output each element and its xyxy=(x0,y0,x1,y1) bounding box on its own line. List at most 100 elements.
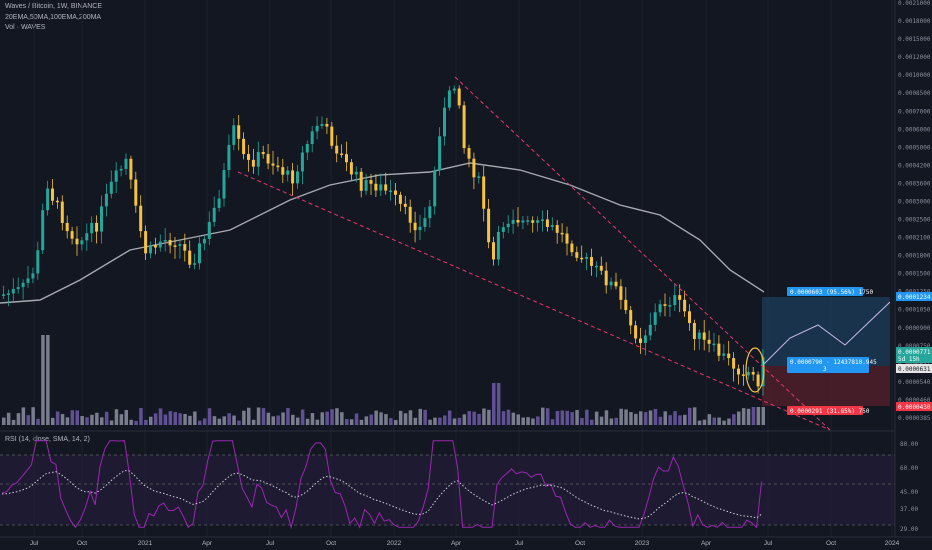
volume-bar xyxy=(506,409,511,425)
target-label: 0.0000603 (95.56%) 1750 xyxy=(790,289,873,296)
candle-body xyxy=(31,273,35,279)
candle-body xyxy=(261,152,265,155)
volume-bar xyxy=(560,410,565,425)
volume-bar xyxy=(462,414,467,425)
volume-bar xyxy=(565,410,569,425)
candle-body xyxy=(496,231,500,260)
volume-bar xyxy=(46,335,50,425)
candle-body xyxy=(737,368,740,375)
candle-body xyxy=(394,190,397,195)
volume-bar xyxy=(433,417,437,425)
entry-label-box[interactable] xyxy=(787,357,869,373)
volume-bar xyxy=(389,418,393,425)
candle-body xyxy=(585,256,589,259)
candle-body xyxy=(104,193,108,207)
volume-bar xyxy=(384,414,388,425)
volume-bar xyxy=(109,420,114,425)
volume-bar xyxy=(599,416,604,425)
candle-body xyxy=(702,332,706,340)
stop-label-box[interactable] xyxy=(787,406,863,415)
candle-body xyxy=(761,356,765,387)
price-tick-label: 0.0006000 xyxy=(898,126,931,133)
candle-body xyxy=(639,338,642,343)
indicator-legend[interactable]: 20EMA,50MA,100EMA,200MA xyxy=(5,14,102,21)
volume-bar xyxy=(291,414,295,425)
chart-title[interactable]: Waves / Bitcoin, 1W, BINANCE xyxy=(5,3,102,10)
candle-body xyxy=(575,252,579,258)
candle-body xyxy=(212,207,216,222)
candle-body xyxy=(207,221,211,239)
candle-body xyxy=(70,231,74,239)
countdown-text: 5d 15h xyxy=(898,356,920,363)
volume-bar xyxy=(639,411,643,425)
volume-bar xyxy=(163,414,168,425)
candle-body xyxy=(21,282,25,288)
candle-body xyxy=(418,226,422,231)
rsi-axis[interactable]: 80.00 60.00 45.00 37.00 29.00 xyxy=(900,441,918,533)
time-tick-label: Jul xyxy=(515,540,524,547)
candle-body xyxy=(751,371,755,375)
candle-body xyxy=(247,154,250,160)
volume-bar xyxy=(521,417,525,425)
price-tick-label: 0.0003600 xyxy=(898,180,931,187)
candle-body xyxy=(36,250,40,274)
volume-bar xyxy=(75,410,79,425)
volume-bar xyxy=(678,415,682,425)
volume-bar xyxy=(673,411,677,425)
volume-bar xyxy=(531,418,535,425)
candle-body xyxy=(149,245,152,254)
candle-body xyxy=(158,241,162,248)
target-label-box[interactable] xyxy=(787,287,863,296)
candle-body xyxy=(100,206,103,232)
price-tick-label: 0.0021000 xyxy=(898,0,931,7)
time-tick-label: 2023 xyxy=(635,540,650,547)
candle-body xyxy=(315,125,319,132)
candle-body xyxy=(746,371,750,376)
volume-bar xyxy=(452,418,457,425)
volume-bar xyxy=(276,415,280,425)
candle-body xyxy=(335,145,339,154)
volume-bar xyxy=(16,413,21,425)
candle-body xyxy=(251,159,255,167)
volume-bar xyxy=(198,420,202,425)
volume-bar xyxy=(55,411,60,425)
price-tick-label: 0.0015000 xyxy=(898,36,931,43)
candle-body xyxy=(26,278,30,283)
candle-body xyxy=(349,162,353,175)
volume-bar xyxy=(212,416,217,425)
volume-bar xyxy=(335,408,339,425)
candle-body xyxy=(90,222,94,234)
candle-body xyxy=(560,232,564,235)
volume-bar xyxy=(315,419,320,425)
rsi-legend[interactable]: RSI (14, close, SMA, 14, 2) xyxy=(5,436,90,443)
candle-body xyxy=(389,190,393,193)
highlight-ellipse[interactable] xyxy=(745,347,765,393)
projection-path xyxy=(761,301,891,367)
volume-bar xyxy=(379,412,383,425)
price-tick-label: 0.0000460 xyxy=(898,397,931,404)
rsi-line xyxy=(1,440,762,530)
time-tick-label: Oct xyxy=(77,540,87,547)
volume-bar xyxy=(232,415,236,425)
candle-body xyxy=(198,243,201,264)
price-axis[interactable]: 0.0021000 0.0018000 0.0015000 0.0012000 0.00… xyxy=(898,0,931,422)
volume-bar xyxy=(369,414,373,425)
lower-trendline[interactable] xyxy=(237,171,831,431)
time-tick-label: Oct xyxy=(326,540,336,547)
volume-bar xyxy=(247,407,251,425)
candle-body xyxy=(188,250,192,265)
time-axis[interactable]: Jul Oct 2021 Apr Jul Oct 2022 Apr Jul Oct 2023 Apr J… xyxy=(30,540,900,547)
volume-bar xyxy=(124,409,128,425)
volume-bar xyxy=(349,419,354,425)
price-tick-label: 0.0000750 xyxy=(898,343,931,350)
price-tick-label: 0.0010000 xyxy=(898,72,931,79)
upper-trendline[interactable] xyxy=(454,76,831,431)
volume-bar xyxy=(36,418,40,425)
volume-bar xyxy=(242,410,246,425)
volume-legend[interactable]: Vol · WAVES xyxy=(5,24,46,31)
volume-bar xyxy=(310,413,315,425)
volume-bar xyxy=(580,418,584,425)
volume-bar xyxy=(496,383,501,425)
volume-bar xyxy=(354,413,359,425)
